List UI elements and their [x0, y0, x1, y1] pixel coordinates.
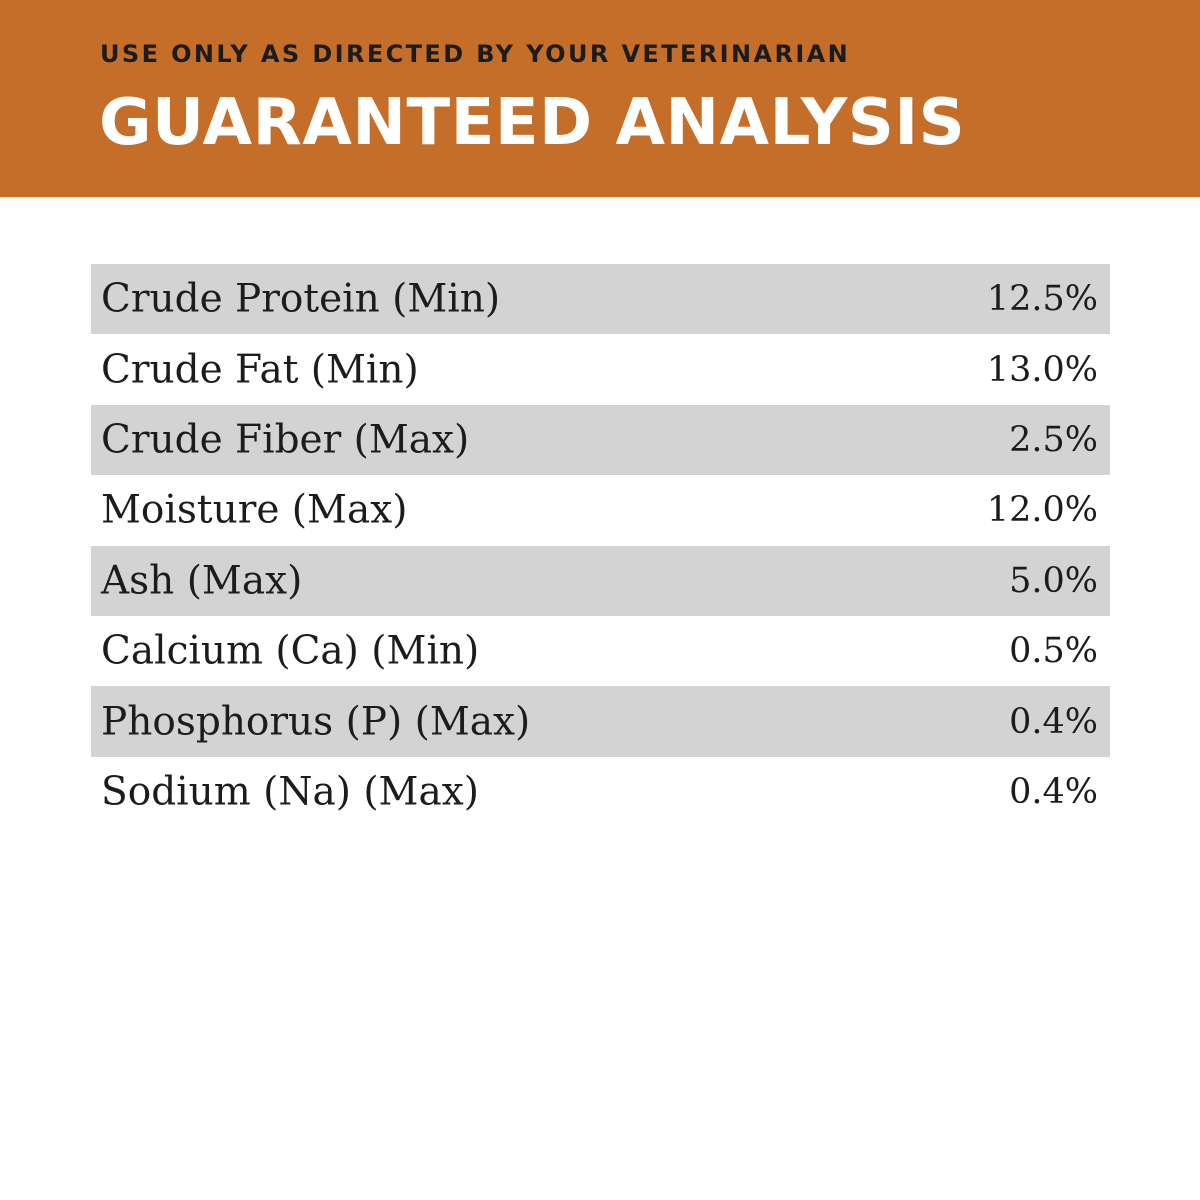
nutrient-label: Crude Protein (Min)	[101, 276, 501, 322]
nutrient-label: Phosphorus (P) (Max)	[101, 699, 531, 745]
nutrient-value: 12.5%	[986, 279, 1098, 320]
table-row: Crude Fiber (Max) 2.5%	[91, 404, 1110, 476]
usage-notice: USE ONLY AS DIRECTED BY YOUR VETERINARIA…	[100, 40, 851, 68]
table-row: Calcium (Ca) (Min) 0.5%	[91, 616, 1110, 686]
table-row: Crude Fat (Min) 13.0%	[91, 334, 1110, 404]
nutrient-value: 0.4%	[1009, 771, 1098, 812]
nutrient-value: 13.0%	[986, 349, 1098, 390]
table-row: Phosphorus (P) (Max) 0.4%	[91, 686, 1110, 757]
header-banner: USE ONLY AS DIRECTED BY YOUR VETERINARIA…	[0, 0, 1200, 197]
page-title: GUARANTEED ANALYSIS	[99, 86, 966, 160]
guaranteed-analysis-table: Crude Protein (Min) 12.5% Crude Fat (Min…	[91, 264, 1110, 827]
nutrient-label: Moisture (Max)	[101, 487, 408, 533]
table-row: Moisture (Max) 12.0%	[91, 475, 1110, 545]
nutrient-value: 0.4%	[1009, 701, 1098, 742]
nutrient-label: Crude Fiber (Max)	[101, 417, 470, 463]
nutrient-label: Sodium (Na) (Max)	[101, 769, 479, 815]
nutrient-value: 5.0%	[1009, 560, 1098, 601]
nutrient-label: Calcium (Ca) (Min)	[101, 628, 480, 674]
table-row: Sodium (Na) (Max) 0.4%	[91, 757, 1110, 827]
table-row: Ash (Max) 5.0%	[91, 545, 1110, 616]
nutrient-value: 0.5%	[1009, 631, 1098, 672]
nutrient-value: 12.0%	[986, 490, 1098, 531]
nutrient-label: Crude Fat (Min)	[101, 347, 419, 393]
nutrient-label: Ash (Max)	[101, 558, 303, 604]
table-row: Crude Protein (Min) 12.5%	[91, 264, 1110, 335]
nutrient-value: 2.5%	[1009, 419, 1098, 460]
